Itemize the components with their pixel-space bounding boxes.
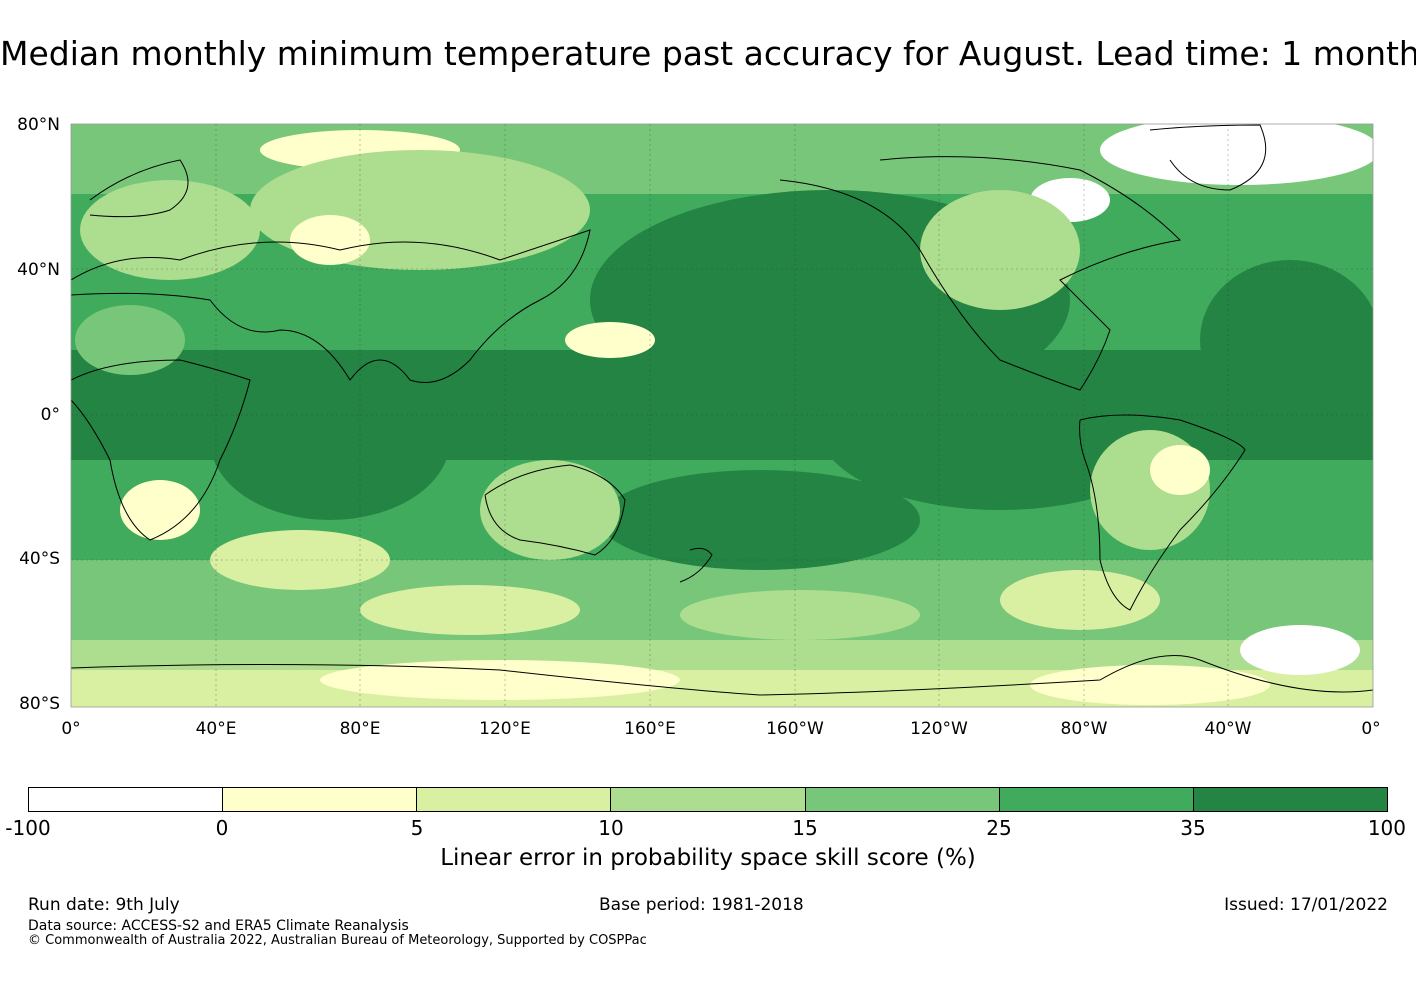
colorbar	[28, 787, 1388, 812]
colorbar-tick: 100	[1367, 816, 1406, 840]
colorbar-tick: 5	[410, 816, 424, 840]
lat-label: 40°S	[19, 549, 60, 569]
issued-date: Issued: 17/01/2022	[1224, 895, 1388, 915]
colorbar-tick: 25	[986, 816, 1012, 840]
run-date: Run date: 9th July	[28, 895, 180, 915]
lat-label: 40°N	[17, 260, 60, 280]
data-source: Data source: ACCESS-S2 and ERA5 Climate …	[28, 918, 409, 934]
lon-label: 80°E	[339, 719, 381, 739]
colorbar-label: Linear error in probability space skill …	[440, 845, 976, 871]
colorbar-tick: 0	[215, 816, 229, 840]
base-period: Base period: 1981-2018	[599, 895, 804, 915]
map-field	[71, 124, 1373, 707]
colorbar-tick: 10	[598, 816, 624, 840]
lat-label: 80°S	[19, 694, 60, 714]
colorbar-segment	[223, 788, 418, 811]
lon-label: 40°W	[1204, 719, 1252, 739]
colorbar-tick: -100	[5, 816, 51, 840]
map-title: Median monthly minimum temperature past …	[0, 34, 1416, 73]
colorbar-tick: 15	[792, 816, 818, 840]
colorbar-segment	[1193, 788, 1387, 811]
lon-label: 120°W	[910, 719, 968, 739]
map-frame	[70, 123, 1374, 708]
lon-label: 160°W	[766, 719, 824, 739]
lon-label: 120°E	[479, 719, 531, 739]
colorbar-tick: 35	[1180, 816, 1206, 840]
lon-label: 0°	[61, 719, 81, 739]
skill-score-map	[70, 123, 1374, 708]
lat-label: 0°	[40, 405, 60, 425]
lon-label: 80°W	[1060, 719, 1108, 739]
lat-label: 80°N	[17, 115, 60, 135]
lon-label: 40°E	[195, 719, 237, 739]
colorbar-segment	[999, 788, 1194, 811]
lon-label: 0°	[1361, 719, 1381, 739]
colorbar-segment	[417, 788, 612, 811]
colorbar-segment	[805, 788, 1000, 811]
coastlines	[71, 124, 1373, 696]
colorbar-segment	[611, 788, 806, 811]
lon-label: 160°E	[624, 719, 676, 739]
colorbar-segment	[29, 788, 224, 811]
gridlines	[71, 124, 1373, 707]
copyright: © Commonwealth of Australia 2022, Austra…	[28, 933, 647, 948]
